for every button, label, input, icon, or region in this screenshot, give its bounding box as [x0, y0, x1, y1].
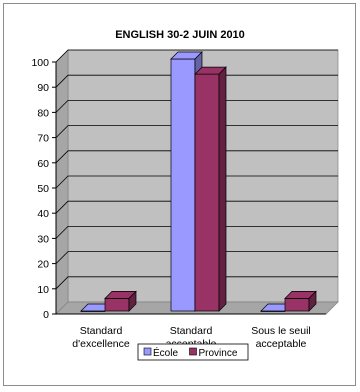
- gridline: [55, 100, 338, 113]
- gridline: [55, 125, 338, 138]
- gridline: [55, 251, 338, 264]
- chart-title: ENGLISH 30-2 JUIN 2010: [115, 29, 245, 41]
- y-tick-label: 0: [43, 309, 49, 321]
- y-tick-label: 80: [37, 107, 49, 119]
- gridline: [55, 200, 338, 214]
- gridline: [55, 49, 338, 63]
- bar-province-front: [284, 298, 310, 312]
- gridline: [55, 150, 338, 164]
- y-tick-label: 90: [37, 82, 49, 94]
- y-tick-label: 100: [31, 57, 49, 69]
- x-tick-label: d'excellence: [72, 338, 130, 350]
- bar-side-face: [308, 290, 317, 312]
- x-tick-label: Sous le seuil: [251, 325, 311, 337]
- y-tick-label: 60: [37, 158, 49, 170]
- bar-province-front: [194, 73, 220, 312]
- legend-label: École: [153, 346, 178, 359]
- y-tick-label: 10: [37, 284, 49, 296]
- legend-swatch: [143, 347, 152, 356]
- chart-frame: ENGLISH 30-2 JUIN 2010 0 10 20 30 40 50 60 70 80…: [3, 3, 356, 386]
- bar-cole-front: [170, 58, 196, 312]
- plot-area: 0102030405060708090100Standardd'excellen…: [31, 49, 339, 350]
- gridline: [55, 74, 338, 88]
- x-tick-label: acceptable: [256, 338, 307, 350]
- gridline: [55, 225, 338, 239]
- y-tick-label: 70: [37, 133, 49, 145]
- x-tick-label: Standard: [170, 325, 213, 337]
- bar-chart: ENGLISH 30-2 JUIN 2010 0 10 20 30 40 50 60 70 80…: [31, 29, 339, 361]
- legend: École Province: [137, 343, 249, 361]
- gridline: [55, 175, 338, 189]
- bar-side-face: [218, 66, 227, 312]
- gridline: [55, 276, 338, 290]
- bar-side-face: [128, 290, 137, 312]
- bar-province-front: [104, 298, 130, 312]
- x-tick-label: Standard: [80, 325, 123, 337]
- y-tick-label: 50: [37, 183, 49, 195]
- legend-label: Province: [199, 348, 238, 359]
- y-tick-label: 20: [37, 259, 49, 271]
- y-tick-label: 40: [37, 208, 49, 220]
- legend-swatch: [189, 347, 197, 356]
- y-tick-label: 30: [37, 233, 49, 245]
